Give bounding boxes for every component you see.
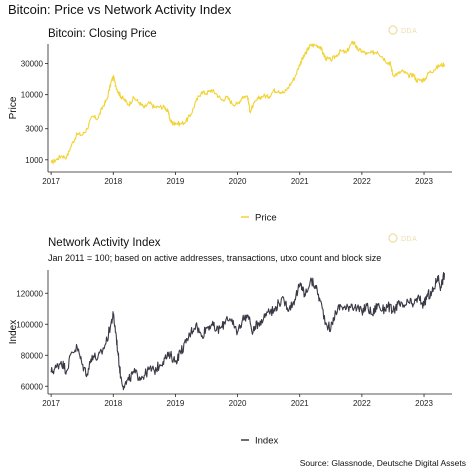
price-panel: Bitcoin: Closing Price DDA 1000 3000 10000… <box>8 25 452 224</box>
index-series-line <box>50 271 446 391</box>
price-legend: Price <box>241 213 277 224</box>
price-y-tick-label: 3000 <box>25 125 43 134</box>
index-watermark: DDA <box>388 233 417 243</box>
index-y-tick-label: 60000 <box>21 382 44 391</box>
price-x-tick-label: 2023 <box>415 177 433 186</box>
index-x-tick-label: 2019 <box>167 399 185 408</box>
watermark-logo-icon <box>388 233 398 243</box>
price-y-axis-title: Price <box>8 96 19 119</box>
index-legend: Index <box>241 436 278 447</box>
price-legend-label: Price <box>255 213 277 224</box>
index-x-tick-label: 2017 <box>42 399 60 408</box>
index-y-tick-label: 120000 <box>16 289 43 298</box>
index-x-tick-label: 2020 <box>229 399 247 408</box>
price-x-tick-label: 2022 <box>353 177 371 186</box>
price-x-tick-label: 2020 <box>229 177 247 186</box>
price-x-tick-label: 2019 <box>167 177 185 186</box>
main-title: Bitcoin: Price vs Network Activity Index <box>8 2 232 17</box>
price-watermark: DDA <box>388 25 417 35</box>
index-y-tick-label: 80000 <box>21 351 44 360</box>
price-y-tick-label: 10000 <box>21 91 44 100</box>
index-x-tick-label: 2023 <box>415 399 433 408</box>
index-legend-label: Index <box>255 436 278 447</box>
price-panel-title: Bitcoin: Closing Price <box>48 28 157 40</box>
price-axes: 1000 3000 10000 30000 2017 2018 2019 2020 2021 20… <box>8 40 452 186</box>
index-y-axis-title: Index <box>8 320 19 344</box>
index-x-tick-label: 2022 <box>353 399 371 408</box>
price-x-tick-label: 2021 <box>291 177 309 186</box>
price-y-tick-label: 30000 <box>21 60 44 69</box>
index-panel: Network Activity Index Jan 2011 = 100; b… <box>8 233 452 447</box>
watermark-label: DDA <box>401 28 417 35</box>
source-note: Source: Glassnode, Deutsche Digital Asse… <box>300 458 466 468</box>
index-x-tick-label: 2018 <box>104 399 122 408</box>
price-x-tick-label: 2018 <box>104 177 122 186</box>
price-x-tick-label: 2017 <box>42 177 60 186</box>
price-y-tick-label: 1000 <box>25 156 43 165</box>
index-axes: 60000 80000 100000 120000 2017 2018 2019 2020 20… <box>8 270 452 408</box>
index-y-tick-label: 100000 <box>16 320 43 329</box>
watermark-logo-icon <box>388 25 398 35</box>
index-x-tick-label: 2021 <box>291 399 309 408</box>
price-series-line <box>50 40 446 165</box>
watermark-label: DDA <box>401 236 417 243</box>
index-panel-subtitle: Jan 2011 = 100; based on active addresse… <box>48 253 381 263</box>
index-panel-title: Network Activity Index <box>48 237 161 249</box>
